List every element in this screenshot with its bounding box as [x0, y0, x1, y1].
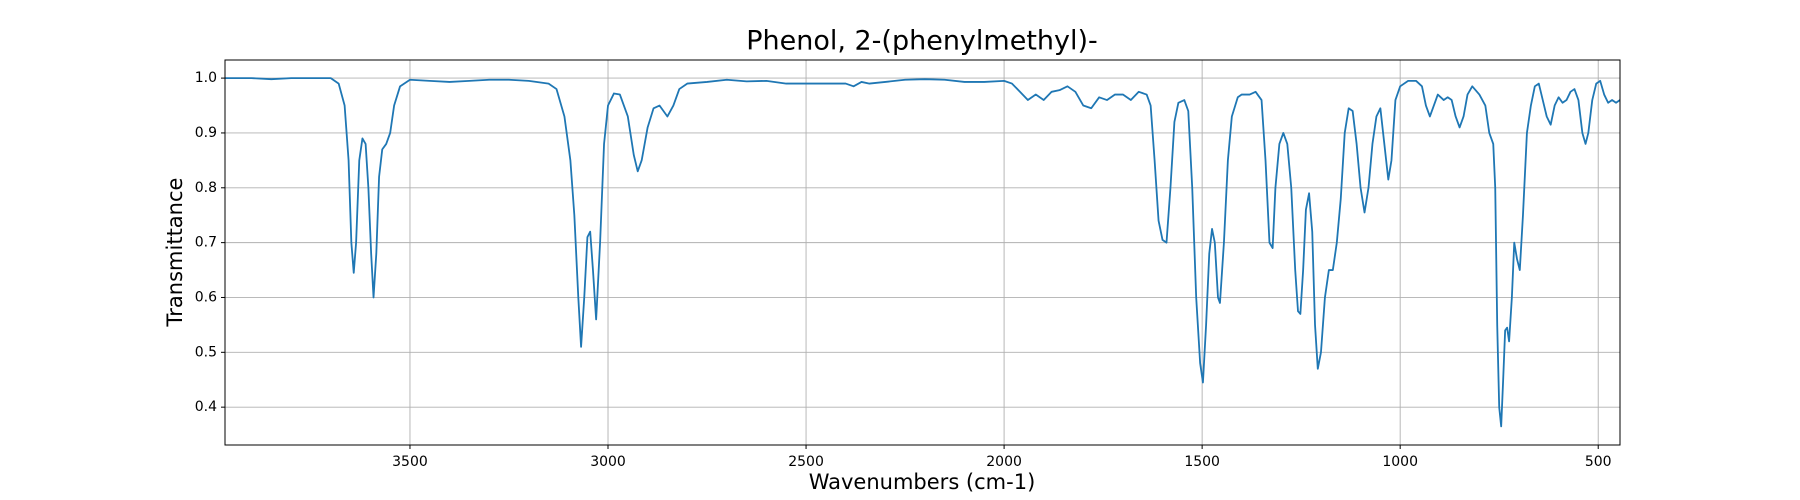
spectrum-line — [225, 77, 1621, 428]
y-axis-label: Transmittance — [163, 178, 187, 328]
plot-frame — [224, 59, 1621, 446]
x-tick-label: 500 — [1585, 454, 1612, 470]
x-tick-label: 2500 — [788, 454, 824, 470]
y-tick-label: 0.5 — [195, 344, 217, 360]
y-tick-label: 0.7 — [195, 235, 217, 251]
x-tick-label: 3000 — [590, 454, 626, 470]
x-axis-label: Wavenumbers (cm-1) — [809, 470, 1036, 494]
y-tick-label: 0.6 — [195, 289, 217, 305]
y-tick-label: 0.8 — [195, 180, 217, 196]
y-tick-label: 0.4 — [195, 399, 217, 415]
x-tick-label: 1500 — [1184, 454, 1220, 470]
chart-title: Phenol, 2-(phenylmethyl)- — [746, 26, 1098, 57]
y-tick-label: 0.9 — [195, 125, 217, 141]
x-tick-label: 3500 — [392, 454, 428, 470]
x-tick-label: 1000 — [1382, 454, 1418, 470]
y-tick-label: 1.0 — [195, 70, 217, 86]
x-tick-label: 2000 — [986, 454, 1022, 470]
